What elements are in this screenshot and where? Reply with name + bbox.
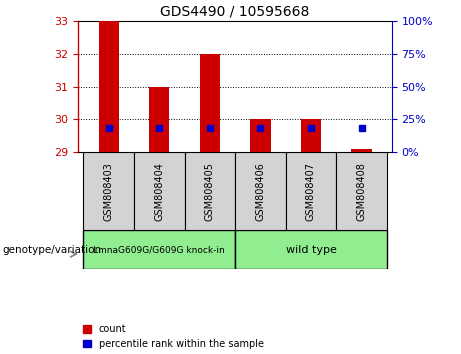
Bar	[286, 152, 336, 230]
Text: GSM808407: GSM808407	[306, 162, 316, 221]
Text: wild type: wild type	[285, 245, 337, 255]
Bar	[235, 230, 387, 269]
Bar	[83, 152, 134, 230]
Bar	[149, 87, 169, 152]
Text: GSM808406: GSM808406	[255, 162, 266, 221]
Bar	[134, 152, 184, 230]
Text: LmnaG609G/G609G knock-in: LmnaG609G/G609G knock-in	[94, 245, 225, 254]
Bar	[336, 152, 387, 230]
Bar	[184, 152, 235, 230]
Text: GSM808408: GSM808408	[356, 162, 366, 221]
Bar	[99, 21, 119, 152]
Bar	[200, 54, 220, 152]
Text: GSM808404: GSM808404	[154, 162, 164, 221]
Legend: count, percentile rank within the sample: count, percentile rank within the sample	[83, 324, 264, 349]
Bar	[83, 230, 235, 269]
Text: genotype/variation: genotype/variation	[2, 245, 101, 255]
Bar	[235, 152, 286, 230]
Title: GDS4490 / 10595668: GDS4490 / 10595668	[160, 5, 310, 19]
Text: GSM808405: GSM808405	[205, 162, 215, 221]
Bar	[351, 149, 372, 152]
Text: GSM808403: GSM808403	[104, 162, 114, 221]
Bar	[250, 120, 271, 152]
Bar	[301, 120, 321, 152]
